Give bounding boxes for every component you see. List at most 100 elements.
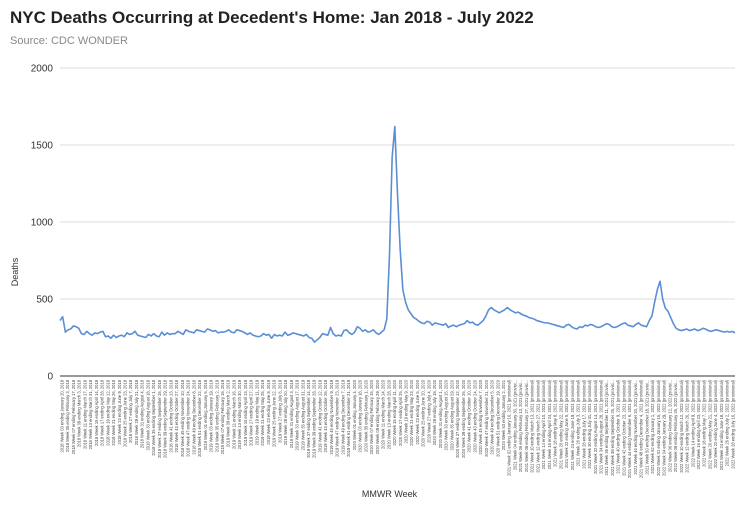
chart-subtitle: Source: CDC WONDER xyxy=(10,35,128,47)
x-tick-label: 2018 Week 03 ending January 20, 2018 xyxy=(59,379,64,452)
x-tick-label: 2019 Week 11 ending March 16, 2019 xyxy=(231,379,236,449)
x-tick-label: 2019 Week 43 ending October 26, 2019 xyxy=(323,379,328,452)
x-axis-label: MMWR Week xyxy=(362,489,418,499)
x-tick-label: 2019 Week 45 ending November 9, 2019 xyxy=(329,379,334,454)
x-tick-label: 2018 Week 05 ending February 3, 2018 xyxy=(65,379,70,452)
x-tick-label: 2019 Week 27 ending July 6, 2019 xyxy=(277,379,282,443)
x-tick-label: 2018 Week 19 ending May 12, 2018 xyxy=(105,379,110,445)
x-tick-label: 2018 Week 35 ending September 1, 2018 xyxy=(151,379,156,455)
x-tick-label: 2021 Week 38 ending September 25, 2021 (… xyxy=(610,380,615,476)
x-tick-label: 2019 Week 13 ending March 30, 2019 xyxy=(237,379,242,449)
x-tick-label: 2020 Week 05 ending February 1, 2020 xyxy=(363,379,368,452)
x-tick-label: 2021 Week 50 ending December 18, 2021 (p… xyxy=(644,380,649,475)
x-tick-label: 2021 Week 04 ending January 30, 2021 (pr… xyxy=(512,380,517,470)
x-tick-label: 2020 Week 37 ending September 12, 2020 xyxy=(455,379,460,458)
x-tick-label: 2020 Week 23 ending June 6, 2020 xyxy=(415,379,420,444)
x-tick-label: 2019 Week 37 ending September 14, 2019 xyxy=(306,379,311,458)
y-tick-label: 2000 xyxy=(31,64,54,75)
x-tick-label: 2022 Week 08 ending February 26, 2022 (p… xyxy=(673,380,678,472)
x-tick-label: 2021 Week 28 ending July 17, 2021 (provi… xyxy=(581,379,586,468)
x-tick-label: 2020 Week 47 ending November 21, 2020 xyxy=(484,379,489,457)
x-tick-label: 2018 Week 49 ending December 8, 2018 xyxy=(191,379,196,454)
x-tick-label: 2018 Week 41 ending October 13, 2018 xyxy=(168,379,173,452)
x-tick-label: 2019 Week 09 ending March 2, 2019 xyxy=(226,379,231,447)
x-tick-label: 2020 Week 39 ending September 26, 2020 xyxy=(461,379,466,458)
x-tick-label: 2020 Week 11 ending March 14, 2020 xyxy=(381,379,386,449)
x-tick-label: 2022 Week 22 ending June 4, 2022 (provis… xyxy=(713,379,718,468)
x-tick-label: 2020 Week 15 ending April 11, 2020 xyxy=(392,379,397,445)
x-tick-label: 2019 Week 31 ending August 3, 2019 xyxy=(289,379,294,448)
y-axis-ticks: 0 500 1000 1500 2000 xyxy=(31,64,54,383)
gridlines xyxy=(60,67,735,300)
x-tick-label: 2020 Week 41 ending October 10, 2020 xyxy=(467,379,472,452)
y-axis-label: Deaths xyxy=(10,257,20,286)
x-tick-label: 2021 Week 44 ending November 6, 2021 (pr… xyxy=(627,379,632,478)
x-tick-label: 2020 Week 43 ending October 24, 2020 xyxy=(472,379,477,452)
x-tick-label: 2018 Week 37 ending September 15, 2018 xyxy=(157,379,162,458)
x-tick-label: 2021 Week 30 ending July 31, 2021 (provi… xyxy=(587,379,592,468)
x-tick-label: 2020 Week 53 ending January 2, 2021 xyxy=(501,379,506,450)
x-tick-label: 2018 Week 07 ending February 17, 2018 xyxy=(71,379,76,454)
x-tick-label: 2021 Week 48 ending December 4, 2021 (pr… xyxy=(639,379,644,478)
x-tick-label: 2021 Week 24 ending June 19, 2021 (provi… xyxy=(570,379,575,470)
x-tick-label: 2020 Week 35 ending August 29, 2020 xyxy=(449,379,454,450)
x-tick-label: 2018 Week 33 ending August 18, 2018 xyxy=(145,379,150,450)
x-tick-label: 2022 Week 28 ending July 16, 2022 (provi… xyxy=(730,379,735,468)
x-tick-label: 2020 Week 25 ending June 20, 2020 xyxy=(421,379,426,447)
x-tick-label: 2018 Week 45 ending November 10, 2018 xyxy=(180,379,185,457)
x-tick-label: 2021 Week 36 ending September 11, 2021 (… xyxy=(604,380,609,475)
x-tick-label: 2019 Week 25 ending June 22, 2019 xyxy=(272,379,277,447)
y-tick-label: 0 xyxy=(47,372,53,383)
x-tick-label: 2021 Week 16 ending April 24, 2021 (prov… xyxy=(547,379,552,469)
x-tick-label: 2019 Week 51 ending December 21, 2019 xyxy=(346,379,351,457)
x-tick-label: 2020 Week 51 ending December 19, 2020 xyxy=(495,379,500,457)
x-tick-label: 2020 Week 45 ending November 7, 2020 xyxy=(478,379,483,454)
x-tick-label: 2018 Week 47 ending November 24, 2018 xyxy=(186,379,191,457)
x-tick-label: 2022 Week 04 ending January 29, 2022 (pr… xyxy=(662,379,667,476)
x-tick-label: 2022 Week 26 ending July 2, 2022 (provis… xyxy=(725,379,730,466)
y-tick-label: 500 xyxy=(36,295,53,306)
x-tick-label: 2019 Week 39 ending September 28, 2019 xyxy=(312,379,317,458)
x-tick-label: 2021 Week 52 ending January 1, 2022 (pro… xyxy=(650,379,655,473)
x-tick-label: 2019 Week 41 ending October 12, 2019 xyxy=(317,379,322,452)
x-tick-label: 2022 Week 10 ending March 12, 2022 (prov… xyxy=(679,379,684,472)
x-tick-label: 2021 Week 02 ending January 16, 2021 (pr… xyxy=(507,379,512,476)
x-tick-label: 2021 Week 26 ending July 3, 2021 (provis… xyxy=(576,379,581,466)
x-tick-label: 2018 Week 13 ending March 31, 2018 xyxy=(88,379,93,449)
x-tick-label: 2018 Week 23 ending June 9, 2018 xyxy=(117,379,122,444)
x-tick-label: 2021 Week 12 ending March 27, 2021 (prov… xyxy=(535,379,540,472)
x-tick-label: 2018 Week 43 ending October 27, 2018 xyxy=(174,379,179,452)
x-tick-label: 2022 Week 24 ending June 18, 2022 (provi… xyxy=(719,379,724,470)
x-tick-label: 2018 Week 15 ending April 14, 2018 xyxy=(94,379,99,446)
x-tick-label: 2020 Week 07 ending February 15, 2020 xyxy=(369,379,374,454)
x-tick-label: 2019 Week 17 ending April 27, 2019 xyxy=(249,379,254,446)
x-tick-label: 2018 Week 11 ending March 17, 2018 xyxy=(82,379,87,449)
x-tick-label: 2020 Week 33 ending August 15, 2020 xyxy=(444,379,449,450)
x-tick-label: 2020 Week 09 ending February 29, 2020 xyxy=(375,379,380,454)
x-tick-label: 2020 Week 13 ending March 28, 2020 xyxy=(386,379,391,449)
x-tick-label: 2022 Week 14 ending April 9, 2022 (provi… xyxy=(690,379,695,467)
x-tick-label: 2021 Week 22 ending June 5, 2021 (provis… xyxy=(564,379,569,468)
x-tick-label: 2019 Week 05 ending February 2, 2019 xyxy=(214,379,219,452)
x-tick-label: 2020 Week 17 ending April 25, 2020 xyxy=(398,379,403,446)
x-tick-label: 2019 Week 15 ending April 13, 2019 xyxy=(243,379,248,446)
x-tick-label: 2021 Week 34 ending August 28, 2021 (pro… xyxy=(598,379,603,474)
x-tick-label: 2021 Week 46 ending November 20, 2021 (p… xyxy=(633,380,638,475)
x-tick-label: 2019 Week 23 ending June 8, 2019 xyxy=(266,379,271,444)
x-tick-label: 2021 Week 18 ending May 8, 2021 (provisi… xyxy=(553,379,558,466)
x-tick-label: 2022 Week 12 ending March 26, 2022 (prov… xyxy=(685,379,690,472)
x-tick-label: 2021 Week 10 ending March 13, 2021 (prov… xyxy=(530,379,535,472)
x-tick-label: 2020 Week 31 ending August 1, 2020 xyxy=(438,379,443,448)
x-tick-label: 2019 Week 03 ending January 19, 2019 xyxy=(209,379,214,452)
x-tick-label: 2019 Week 35 ending August 31, 2019 xyxy=(300,379,305,450)
y-tick-label: 1000 xyxy=(31,218,54,229)
x-tick-label: 2021 Week 06 ending February 13, 2021 (p… xyxy=(518,380,523,472)
x-tick-label: 2018 Week 31 ending August 4, 2018 xyxy=(140,379,145,448)
x-tick-label: 2019 Week 21 ending May 25, 2019 xyxy=(260,379,265,445)
x-axis-ticks: 2018 Week 03 ending January 20, 2018 2018… xyxy=(59,379,735,478)
x-tick-label: 2019 Week 07 ending February 16, 2019 xyxy=(220,379,225,454)
x-tick-label: 2021 Week 20 ending May 22, 2021 (provis… xyxy=(558,379,563,469)
x-tick-label: 2021 Week 32 ending August 14, 2021 (pro… xyxy=(593,379,598,474)
x-tick-label: 2020 Week 21 ending May 23, 2020 xyxy=(409,379,414,445)
